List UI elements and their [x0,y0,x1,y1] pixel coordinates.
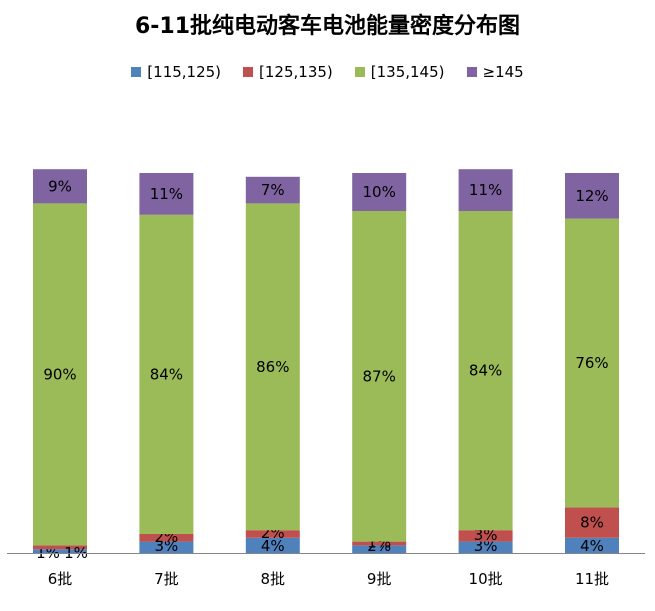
x-tick-label-9批: 9批 [367,570,392,588]
data-label-10批-3: 11% [469,181,502,199]
bar-segment-8批-3 [245,176,300,204]
legend-swatch-ge145 [466,67,477,77]
bar-segment-11批-2 [565,218,619,508]
bar-segment-8批-0 [245,537,300,553]
bar-segment-9批-2 [352,211,407,542]
x-tick-label-8批: 8批 [261,570,286,588]
legend-swatch-135-145 [354,67,365,77]
legend-label-125-135: [125,135) [259,63,333,81]
chart-legend: [115,125) [125,135) [135,145) ≥145 [0,63,655,81]
data-label-8批-3: 7% [261,181,285,199]
bar-segment-7批-3 [139,173,194,215]
bar-segment-10批-3 [458,169,513,211]
bar-segment-6批-0 [33,549,87,553]
bar-segment-10批-1 [458,530,513,542]
bar-segment-7批-1 [139,534,194,542]
bar-segment-10批-0 [458,541,513,553]
legend-swatch-115-125 [131,67,142,77]
legend-item-135-145: [135,145) [354,63,445,81]
bar-segment-11批-3 [565,173,619,219]
bar-segment-6批-1 [33,545,87,550]
bar-segment-9批-0 [352,545,407,553]
bar-segment-7批-0 [139,541,194,553]
chart-title: 6-11批纯电动客车电池能量密度分布图 [134,14,521,39]
bar-segment-6批-3 [33,169,87,204]
legend-item-ge145: ≥145 [466,63,524,81]
data-label-10批-1: 3% [474,526,498,544]
x-tick-label-10批: 10批 [469,570,503,588]
data-label-10批-2: 84% [469,362,502,380]
bar-segment-6批-2 [33,203,87,546]
legend-label-135-145: [135,145) [370,63,445,81]
legend-swatch-125-135 [243,67,254,77]
data-label-11批-1: 8% [580,514,604,532]
bar-segment-7批-2 [139,214,194,535]
data-label-11批-2: 76% [575,354,608,372]
data-label-7批-3: 11% [150,185,183,203]
bar-segment-10批-2 [458,211,513,531]
bar-segment-8批-1 [245,530,300,538]
x-tick-label-11批: 11批 [575,570,609,588]
data-label-6批-3: 9% [48,177,72,195]
bar-segment-8批-2 [245,203,300,531]
data-label-8批-0: 4% [261,537,285,555]
legend-item-125-135: [125,135) [243,63,333,81]
data-label-7批-2: 84% [150,365,183,383]
legend-label-115-125: [115,125) [147,63,222,81]
legend-label-ge145: ≥145 [482,63,524,81]
bar-segment-9批-1 [352,541,407,546]
data-label-6批-2: 90% [43,365,76,383]
legend-item-115-125: [115,125) [131,63,221,81]
bar-segment-11批-0 [565,537,619,553]
data-label-9批-2: 87% [363,367,396,385]
x-tick-label-6批: 6批 [48,570,73,588]
data-label-11批-0: 4% [580,537,604,555]
data-label-8批-2: 86% [256,358,289,376]
data-label-11批-3: 12% [575,187,608,205]
bar-segment-9批-3 [352,173,407,211]
data-label-9批-3: 10% [363,183,396,201]
bar-segment-11批-1 [565,507,619,538]
x-tick-label-7批: 7批 [154,570,179,588]
